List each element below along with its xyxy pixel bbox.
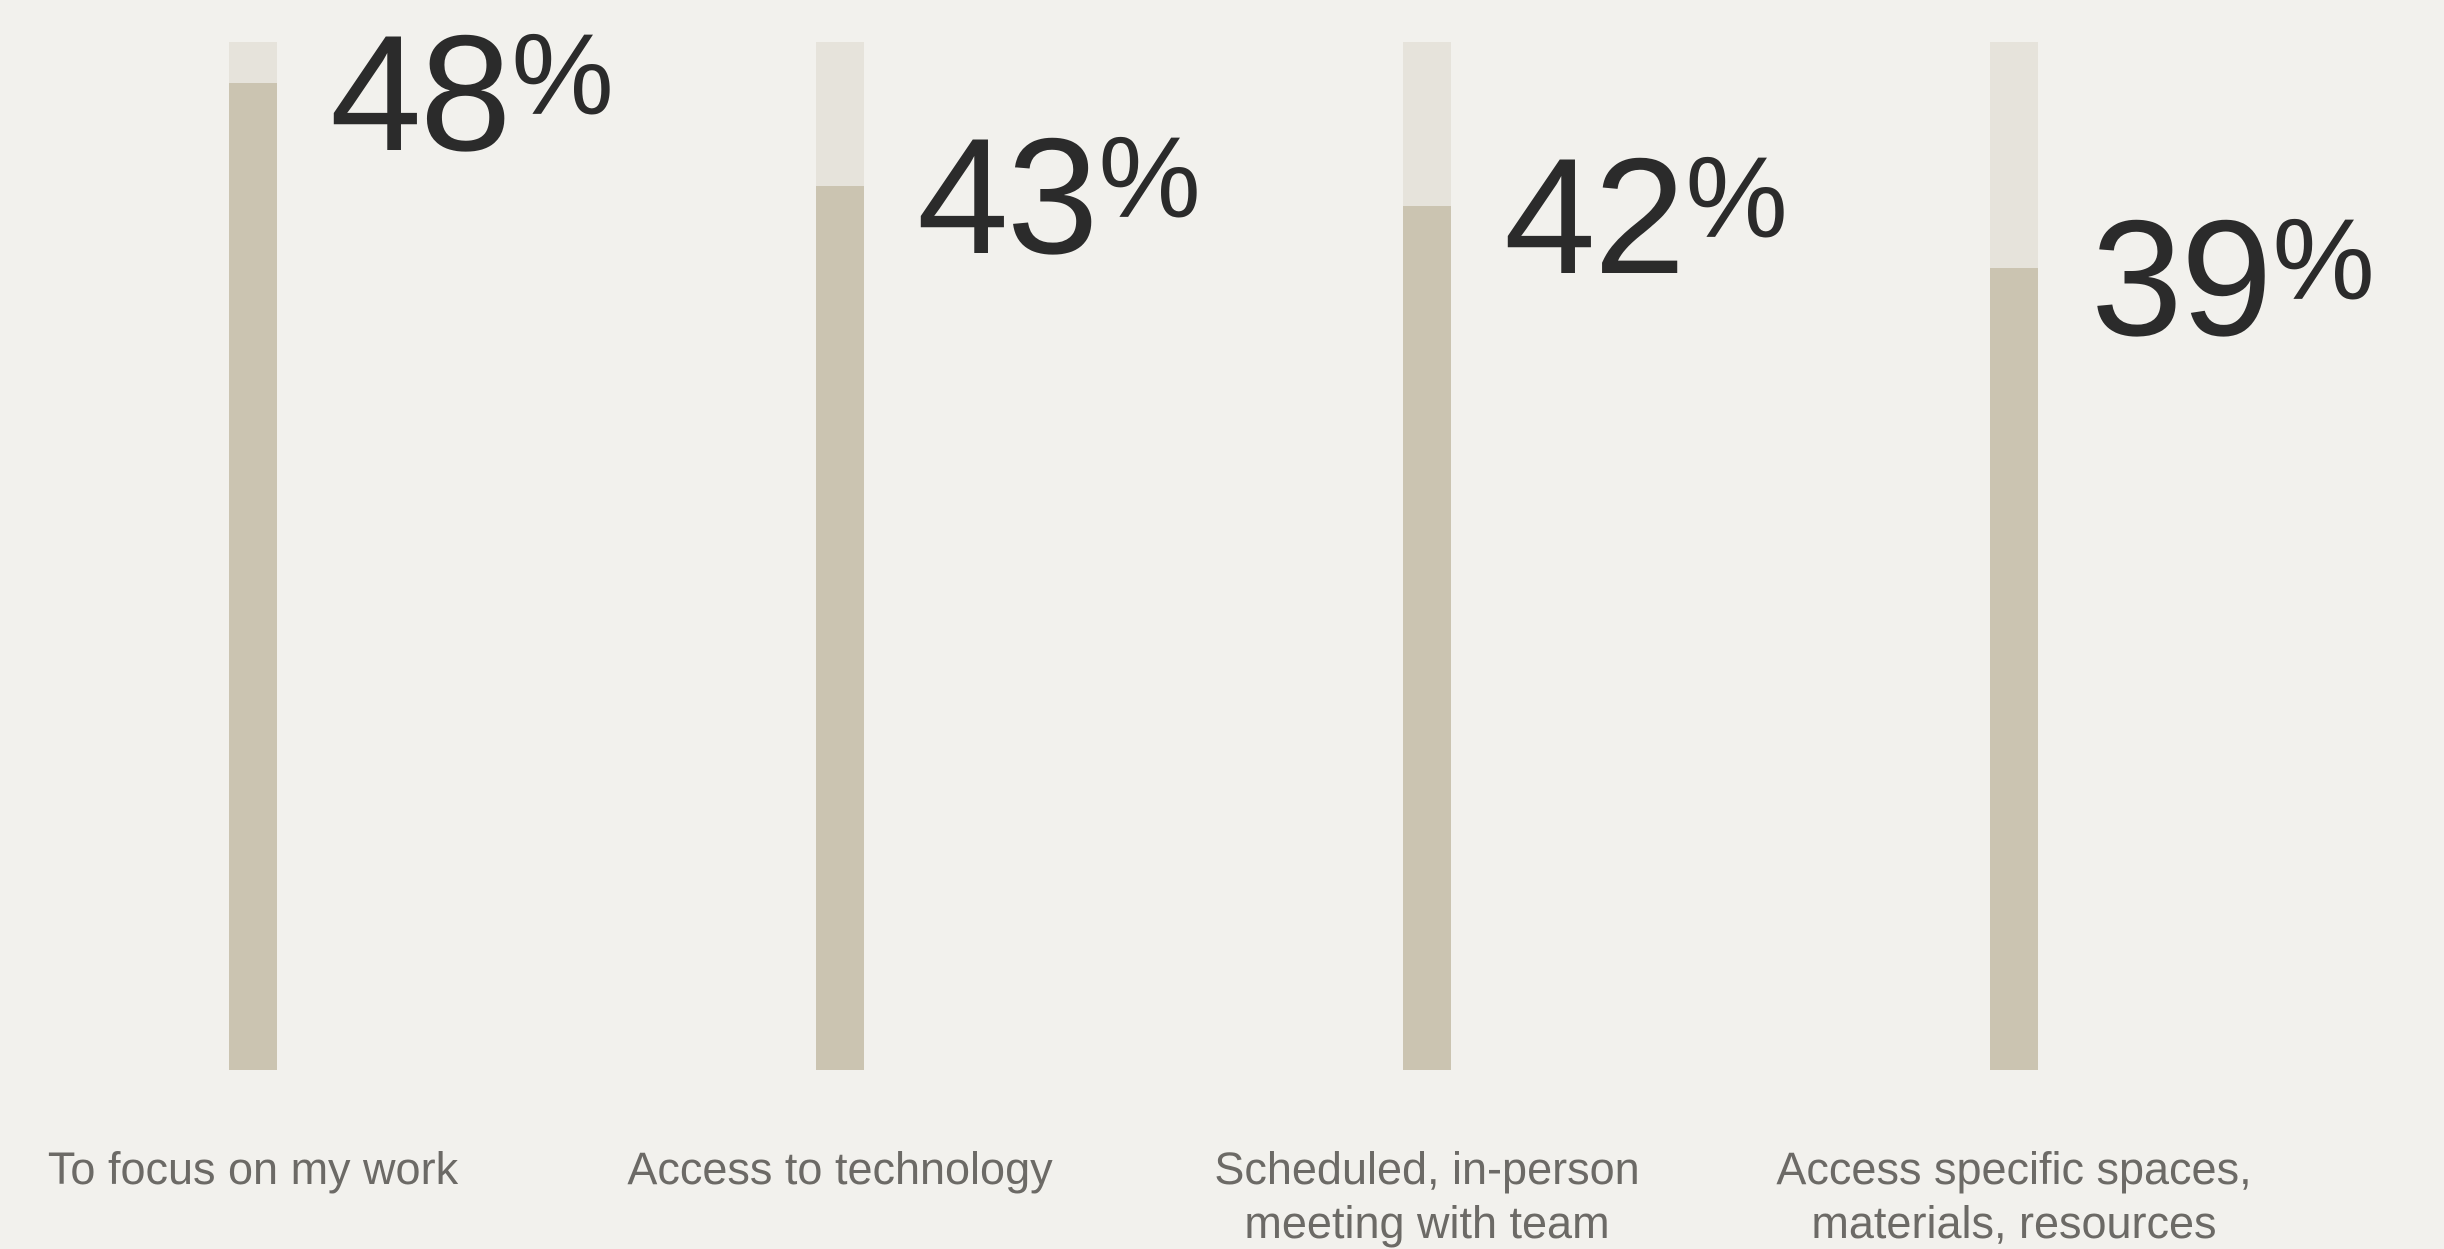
value-number: 42 <box>1504 124 1686 308</box>
percent-sign: % <box>1685 134 1788 262</box>
percent-sign: % <box>2272 196 2375 324</box>
value-label-focus: 48% <box>330 11 614 176</box>
value-number: 43 <box>917 104 1099 288</box>
bar-track <box>1403 42 1451 1070</box>
bar-track <box>1990 42 2038 1070</box>
value-label-technology: 43% <box>917 114 1201 279</box>
bar-spaces <box>1990 268 2038 1070</box>
value-number: 39 <box>2091 186 2273 370</box>
percent-sign: % <box>511 11 614 139</box>
category-label-line: meeting with team <box>1244 1197 1610 1248</box>
value-label-meeting: 42% <box>1504 134 1788 299</box>
bar-technology <box>816 186 864 1070</box>
bar-track <box>816 42 864 1070</box>
category-label-meeting: Scheduled, in-person meeting with team <box>1147 1142 1707 1249</box>
bar-track <box>229 42 277 1070</box>
category-label-line: Scheduled, in-person <box>1214 1143 1640 1194</box>
bar-meeting <box>1403 206 1451 1070</box>
category-label-spaces: Access specific spaces, materials, resou… <box>1734 1142 2294 1249</box>
category-label-focus: To focus on my work <box>0 1142 533 1196</box>
category-label-line: materials, resources <box>1811 1197 2217 1248</box>
percent-sign: % <box>1098 114 1201 242</box>
value-label-spaces: 39% <box>2091 196 2375 361</box>
value-number: 48 <box>330 1 512 185</box>
category-label-technology: Access to technology <box>560 1142 1120 1196</box>
bar-focus <box>229 83 277 1070</box>
category-label-line: Access specific spaces, <box>1776 1143 2252 1194</box>
category-label-line: Access to technology <box>627 1143 1053 1194</box>
category-label-line: To focus on my work <box>47 1143 459 1194</box>
